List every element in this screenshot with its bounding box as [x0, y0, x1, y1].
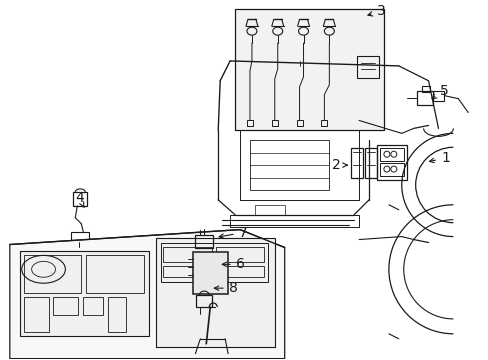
Bar [73, 192, 87, 206]
Bar [432, 91, 444, 100]
Bar [365, 148, 376, 178]
Text: 2: 2 [331, 158, 346, 172]
Bar [230, 215, 358, 227]
Bar [254, 205, 284, 215]
Bar [195, 235, 213, 248]
Bar [271, 121, 277, 126]
Bar [163, 266, 212, 277]
Bar [246, 121, 252, 126]
Bar [108, 297, 126, 332]
Bar [350, 148, 362, 178]
Text: 6: 6 [222, 257, 244, 271]
Bar [196, 295, 212, 307]
Bar [163, 247, 212, 262]
Bar [356, 56, 378, 78]
Bar [20, 251, 148, 336]
Polygon shape [10, 230, 284, 359]
Bar [379, 148, 403, 161]
Text: 7: 7 [219, 226, 247, 240]
Bar [421, 86, 428, 92]
Text: 4: 4 [75, 191, 84, 208]
Bar [379, 163, 403, 176]
Text: 8: 8 [214, 281, 237, 295]
Bar [376, 145, 406, 180]
Text: 1: 1 [428, 151, 449, 165]
Text: 3: 3 [367, 4, 385, 18]
Bar [416, 91, 432, 105]
Bar [321, 121, 326, 126]
Bar [24, 255, 81, 293]
Text: 5: 5 [431, 84, 448, 99]
Bar [193, 252, 228, 294]
Bar [24, 297, 48, 332]
Bar [53, 297, 78, 315]
Bar [161, 243, 267, 282]
Bar [86, 255, 143, 293]
Bar [71, 231, 89, 242]
Bar [216, 266, 264, 277]
Bar [155, 238, 274, 347]
Polygon shape [235, 9, 383, 130]
Bar [83, 297, 103, 315]
Bar [296, 121, 302, 126]
Bar [216, 247, 264, 262]
Bar [249, 140, 328, 190]
